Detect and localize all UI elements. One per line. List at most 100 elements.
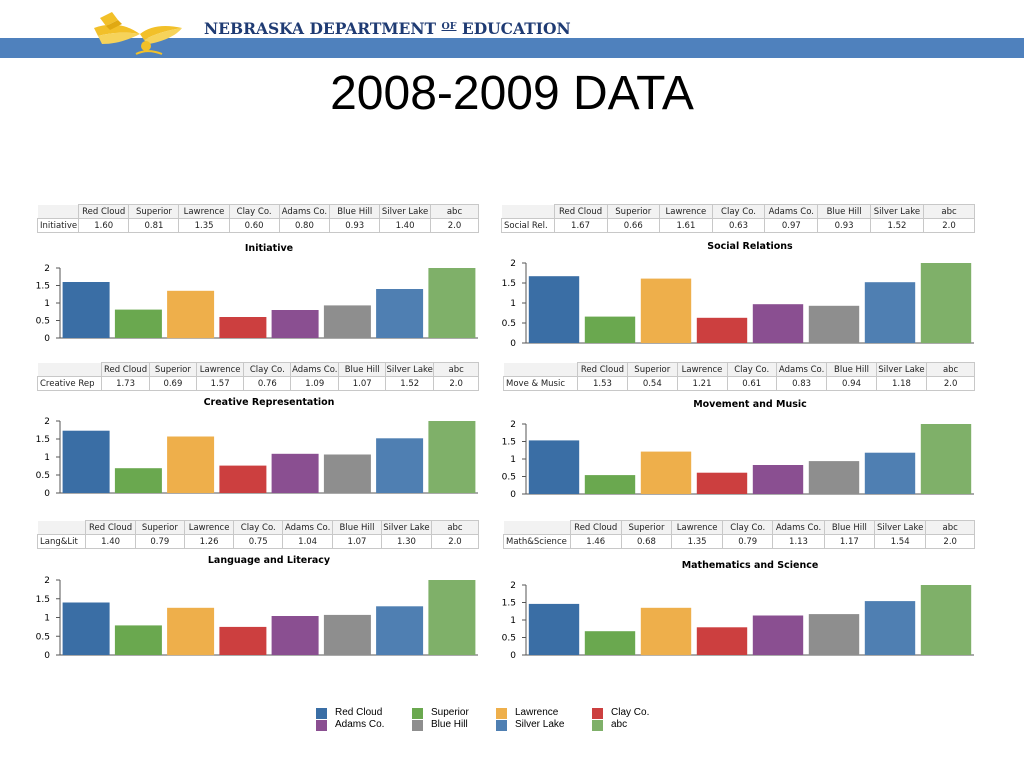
table-header-cell: Adams Co.	[775, 362, 828, 377]
table-row: Lang&Lit 1.40 0.79 1.26 0.75 1.04 1.07 1.30 2.0	[36, 534, 480, 549]
table-value-cell: 2.0	[429, 218, 480, 233]
table-header-cell: Silver Lake	[380, 520, 432, 535]
bar-adams-co	[271, 616, 319, 655]
y-tick-label: 0	[44, 489, 50, 499]
table-value-cell: 2.0	[923, 218, 975, 233]
table-header-cell: abc	[926, 362, 975, 377]
legend-label: Lawrence	[515, 707, 559, 718]
bar-superior	[114, 309, 162, 338]
org-name: NEBRASKA DEPARTMENT OF EDUCATION	[204, 19, 571, 38]
bar-clay-co	[696, 317, 748, 343]
data-table: Red Cloud Superior Lawrence Clay Co. Adams C…	[36, 520, 480, 549]
bar-lawrence	[640, 278, 692, 343]
bar-chart: 0 0.5 1 1.5 2	[36, 264, 478, 344]
y-tick-label: 1	[44, 299, 50, 309]
table-header-cell: Silver Lake	[379, 204, 431, 219]
bar-abc	[428, 580, 476, 655]
y-tick-label: 0.5	[36, 317, 50, 327]
y-tick-label: 0	[44, 334, 50, 344]
table-header-cell: Red Cloud	[77, 204, 130, 219]
chart-title: Initiative	[244, 243, 294, 254]
table-header-cell: Silver Lake	[869, 204, 925, 219]
table-header-cell: Lawrence	[671, 520, 724, 535]
bar-blue-hill	[808, 614, 860, 655]
table-value-cell: 0.68	[620, 534, 673, 549]
bar-blue-hill	[323, 305, 371, 338]
y-tick-label: 2	[44, 264, 50, 274]
bar-abc	[428, 268, 476, 338]
table-value-cell: 0.54	[627, 376, 678, 391]
table-value-cell: 1.60	[77, 218, 130, 233]
table-header-cell: Superior	[620, 520, 673, 535]
table-header-cell: Superior	[128, 204, 180, 219]
table-value-cell: 1.21	[676, 376, 728, 391]
table-header-cell: Clay Co.	[711, 204, 766, 219]
legend-label: abc	[611, 719, 628, 730]
table-header-cell: Silver Lake	[875, 362, 928, 377]
bar-adams-co	[752, 615, 804, 655]
table-header-cell: Lawrence	[178, 204, 230, 219]
table-header-cell: Red Cloud	[101, 362, 150, 377]
legend-label: Red Cloud	[335, 707, 383, 718]
table-value-cell: 1.54	[873, 534, 927, 549]
bar-superior	[584, 631, 636, 655]
table-header-cell: abc	[429, 204, 480, 219]
bar-adams-co	[271, 453, 319, 493]
data-table: Red Cloud Superior Lawrence Clay Co. Adams C…	[36, 362, 479, 391]
chart-title: Language and Literacy	[207, 555, 331, 566]
bar-red-cloud	[528, 276, 580, 343]
table-header-cell: Superior	[148, 362, 197, 377]
bar-silver-lake	[376, 438, 424, 493]
bar-chart: 0 0.5 1 1.5 2	[36, 417, 478, 499]
y-tick-label: 0.5	[36, 632, 50, 642]
bar-silver-lake	[376, 289, 424, 338]
bar-chart: 0 0.5 1 1.5 2	[502, 420, 974, 500]
legend-label: Clay Co.	[611, 707, 650, 718]
table-value-cell: 0.83	[775, 376, 828, 391]
table-header-cell: abc	[430, 520, 480, 535]
bar-lawrence	[167, 607, 215, 656]
table-row-label: Creative Rep	[36, 376, 103, 391]
bar-blue-hill	[323, 454, 371, 493]
y-tick-label: 2	[510, 259, 516, 269]
y-tick-label: 1.5	[36, 595, 50, 605]
legend-swatch	[412, 720, 423, 731]
logo-area: NEBRASKA DEPARTMENT OF EDUCATION	[88, 10, 588, 58]
chart-title: Creative Representation	[203, 397, 335, 408]
table-value-cell: 1.18	[875, 376, 928, 391]
legend-label: Blue Hill	[431, 719, 468, 730]
table-row-label: Move & Music	[503, 376, 578, 391]
bar-clay-co	[219, 317, 267, 338]
table-header-cell: Adams Co.	[282, 520, 334, 535]
y-tick-label: 0.5	[502, 634, 516, 644]
bar-abc	[920, 424, 972, 494]
table-row: Initiative 1.60 0.81 1.35 0.60 0.80 0.93 1.40 2.…	[37, 218, 480, 233]
legend-label: Silver Lake	[515, 719, 565, 730]
table-header-cell: Blue Hill	[338, 362, 387, 377]
bar-abc	[920, 263, 972, 343]
table-value-cell: 0.93	[329, 218, 381, 233]
table-value-cell: 1.35	[178, 218, 230, 233]
bar-silver-lake	[864, 452, 916, 494]
y-tick-label: 0.5	[502, 319, 516, 329]
table-value-cell: 0.69	[148, 376, 197, 391]
table-header-cell: Lawrence	[676, 362, 728, 377]
table-value-cell: 1.13	[772, 534, 825, 549]
bar-red-cloud	[528, 603, 580, 655]
bar-superior	[114, 468, 162, 493]
table-header-cell: Lawrence	[659, 204, 713, 219]
table-value-cell: 1.17	[823, 534, 875, 549]
slide-title: 2008-2009 DATA	[330, 67, 694, 120]
table-corner-cell	[37, 520, 87, 535]
table-value-cell: 1.73	[101, 376, 150, 391]
legend-label: Superior	[431, 707, 469, 718]
legend-swatch	[592, 708, 603, 719]
table-header-cell: abc	[433, 362, 479, 377]
bar-silver-lake	[864, 601, 916, 655]
y-tick-label: 0.5	[36, 471, 50, 481]
table-header-cell: Silver Lake	[873, 520, 927, 535]
legend-swatch	[316, 720, 327, 731]
table-header-cell: Superior	[627, 362, 678, 377]
table-corner-cell	[503, 520, 571, 535]
table-corner-cell	[37, 204, 79, 219]
